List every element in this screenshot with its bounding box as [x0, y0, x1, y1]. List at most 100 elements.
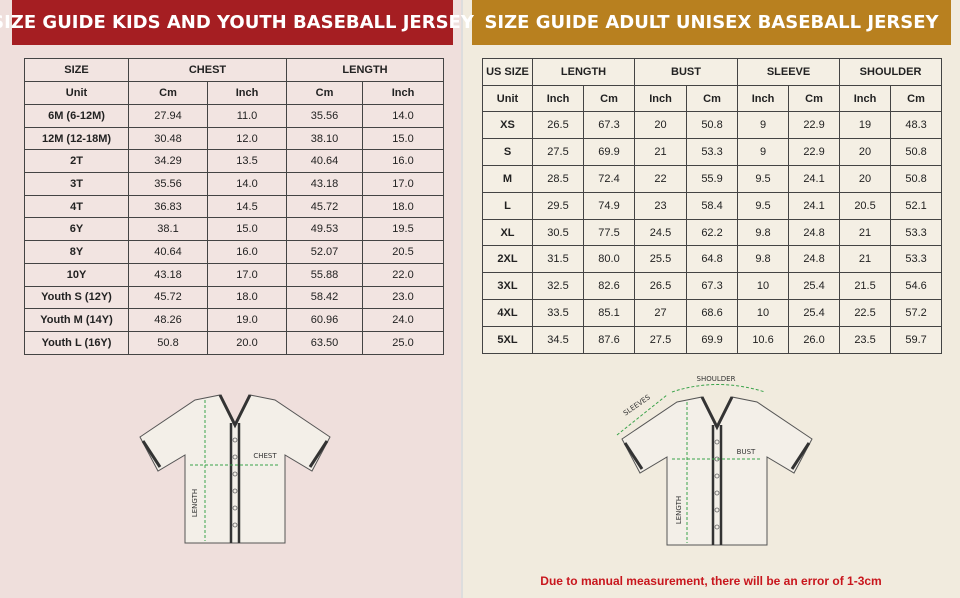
value-cell: 18.0 [207, 285, 287, 310]
size-row: S 27.5 69.9 21 53.3 9 22.9 20 50.8 [482, 137, 943, 166]
value-cell: 63.50 [286, 330, 363, 355]
value-cell: 20 [839, 137, 892, 166]
value-cell: 14.0 [361, 104, 445, 128]
header-row: SIZE CHEST LENGTH [24, 58, 445, 82]
value-cell: 22.0 [361, 262, 445, 287]
value-cell: 40.64 [128, 240, 208, 264]
value-cell: 52.07 [286, 240, 363, 264]
shoulder-label: SHOULDER [697, 375, 736, 383]
value-cell: 50.8 [686, 111, 739, 139]
value-cell: 9 [737, 137, 790, 166]
header-cell: LENGTH [531, 58, 636, 86]
adult-shirt [616, 384, 814, 547]
size-cell: 4T [24, 194, 129, 219]
value-cell: 23 [634, 191, 688, 220]
value-cell: 10.6 [737, 326, 790, 355]
value-cell: 13.5 [207, 149, 287, 174]
size-cell: S [482, 137, 533, 166]
value-cell: 67.3 [582, 111, 636, 139]
value-cell: 22.5 [839, 299, 892, 328]
unit-row: Unit Cm Inch Cm Inch [24, 81, 445, 105]
value-cell: 40.64 [286, 149, 363, 174]
value-cell: 38.1 [128, 217, 208, 242]
size-cell: 10Y [24, 262, 129, 287]
value-cell: 26.5 [532, 111, 584, 139]
value-cell: 38.10 [286, 126, 363, 151]
header-cell: LENGTH [285, 58, 445, 82]
kids-size-table: SIZE CHEST LENGTH Unit Cm Inch Cm Inch 6M (6-12M… [24, 58, 445, 355]
size-cell: 6M (6-12M) [24, 104, 129, 128]
value-cell: 19.0 [207, 308, 287, 332]
size-row: 2T 34.29 13.5 40.64 16.0 [24, 149, 445, 174]
unit-cell: Inch [737, 85, 790, 112]
value-cell: 72.4 [582, 164, 636, 193]
value-cell: 22.9 [788, 137, 841, 166]
value-cell: 11.0 [207, 104, 287, 128]
value-cell: 31.5 [532, 245, 584, 274]
value-cell: 68.6 [686, 299, 739, 328]
value-cell: 48.3 [890, 111, 943, 139]
value-cell: 57.2 [890, 299, 943, 328]
value-cell: 20.5 [361, 240, 445, 264]
size-cell: M [482, 164, 533, 193]
unit-row: Unit Inch Cm Inch Cm Inch Cm Inch Cm [482, 85, 943, 112]
header-row: US SIZE LENGTH BUST SLEEVE SHOULDER [482, 58, 943, 86]
value-cell: 9.5 [737, 164, 790, 193]
size-row: L 29.5 74.9 23 58.4 9.5 24.1 20.5 52.1 [482, 191, 943, 220]
size-row: 12M (12-18M) 30.48 12.0 38.10 15.0 [24, 126, 445, 151]
value-cell: 20.5 [839, 191, 892, 220]
value-cell: 22.9 [788, 111, 841, 139]
unit-cell: Cm [686, 85, 739, 112]
header-cell: CHEST [128, 58, 287, 82]
left-banner [12, 0, 453, 45]
value-cell: 23.5 [839, 326, 892, 355]
value-cell: 25.0 [361, 330, 445, 355]
value-cell: 27 [634, 299, 688, 328]
value-cell: 32.5 [532, 272, 584, 301]
unit-cell: Inch [634, 85, 688, 112]
value-cell: 24.1 [788, 164, 841, 193]
value-cell: 24.1 [788, 191, 841, 220]
value-cell: 12.0 [207, 126, 287, 151]
size-row: Youth L (16Y) 50.8 20.0 63.50 25.0 [24, 330, 445, 355]
value-cell: 21 [634, 137, 688, 166]
value-cell: 9.8 [737, 218, 790, 247]
header-cell: SLEEVE [737, 58, 841, 86]
size-cell: 3XL [482, 272, 533, 301]
value-cell: 22 [634, 164, 688, 193]
value-cell: 69.9 [686, 326, 739, 355]
value-cell: 52.1 [890, 191, 943, 220]
size-row: 2XL 31.5 80.0 25.5 64.8 9.8 24.8 21 53.3 [482, 245, 943, 274]
value-cell: 10 [737, 299, 790, 328]
value-cell: 35.56 [286, 104, 363, 128]
value-cell: 53.3 [890, 245, 943, 274]
value-cell: 24.5 [634, 218, 688, 247]
size-cell: 2XL [482, 245, 533, 274]
value-cell: 15.0 [361, 126, 445, 151]
value-cell: 45.72 [128, 285, 208, 310]
value-cell: 85.1 [582, 299, 636, 328]
value-cell: 21.5 [839, 272, 892, 301]
value-cell: 67.3 [686, 272, 739, 301]
unit-cell: Cm [890, 85, 943, 112]
size-cell: XS [482, 111, 533, 139]
size-row: 3XL 32.5 82.6 26.5 67.3 10 25.4 21.5 54.6 [482, 272, 943, 301]
value-cell: 24.0 [361, 308, 445, 332]
value-cell: 9.8 [737, 245, 790, 274]
value-cell: 20 [634, 111, 688, 139]
value-cell: 50.8 [128, 330, 208, 355]
value-cell: 25.4 [788, 299, 841, 328]
value-cell: 27.94 [128, 104, 208, 128]
value-cell: 69.9 [582, 137, 636, 166]
unit-cell: Cm [286, 81, 363, 105]
size-row: 4XL 33.5 85.1 27 68.6 10 25.4 22.5 57.2 [482, 299, 943, 328]
size-cell: 12M (12-18M) [24, 126, 129, 151]
size-row: 6Y 38.1 15.0 49.53 19.5 [24, 217, 445, 242]
value-cell: 17.0 [361, 172, 445, 196]
adult-title: SIZE GUIDE ADULT UNISEX BASEBALL JERSEY [484, 12, 939, 33]
unit-cell: Inch [361, 81, 445, 105]
value-cell: 87.6 [582, 326, 636, 355]
value-cell: 9.5 [737, 191, 790, 220]
size-row: XL 30.5 77.5 24.5 62.2 9.8 24.8 21 53.3 [482, 218, 943, 247]
size-row: 10Y 43.18 17.0 55.88 22.0 [24, 262, 445, 287]
